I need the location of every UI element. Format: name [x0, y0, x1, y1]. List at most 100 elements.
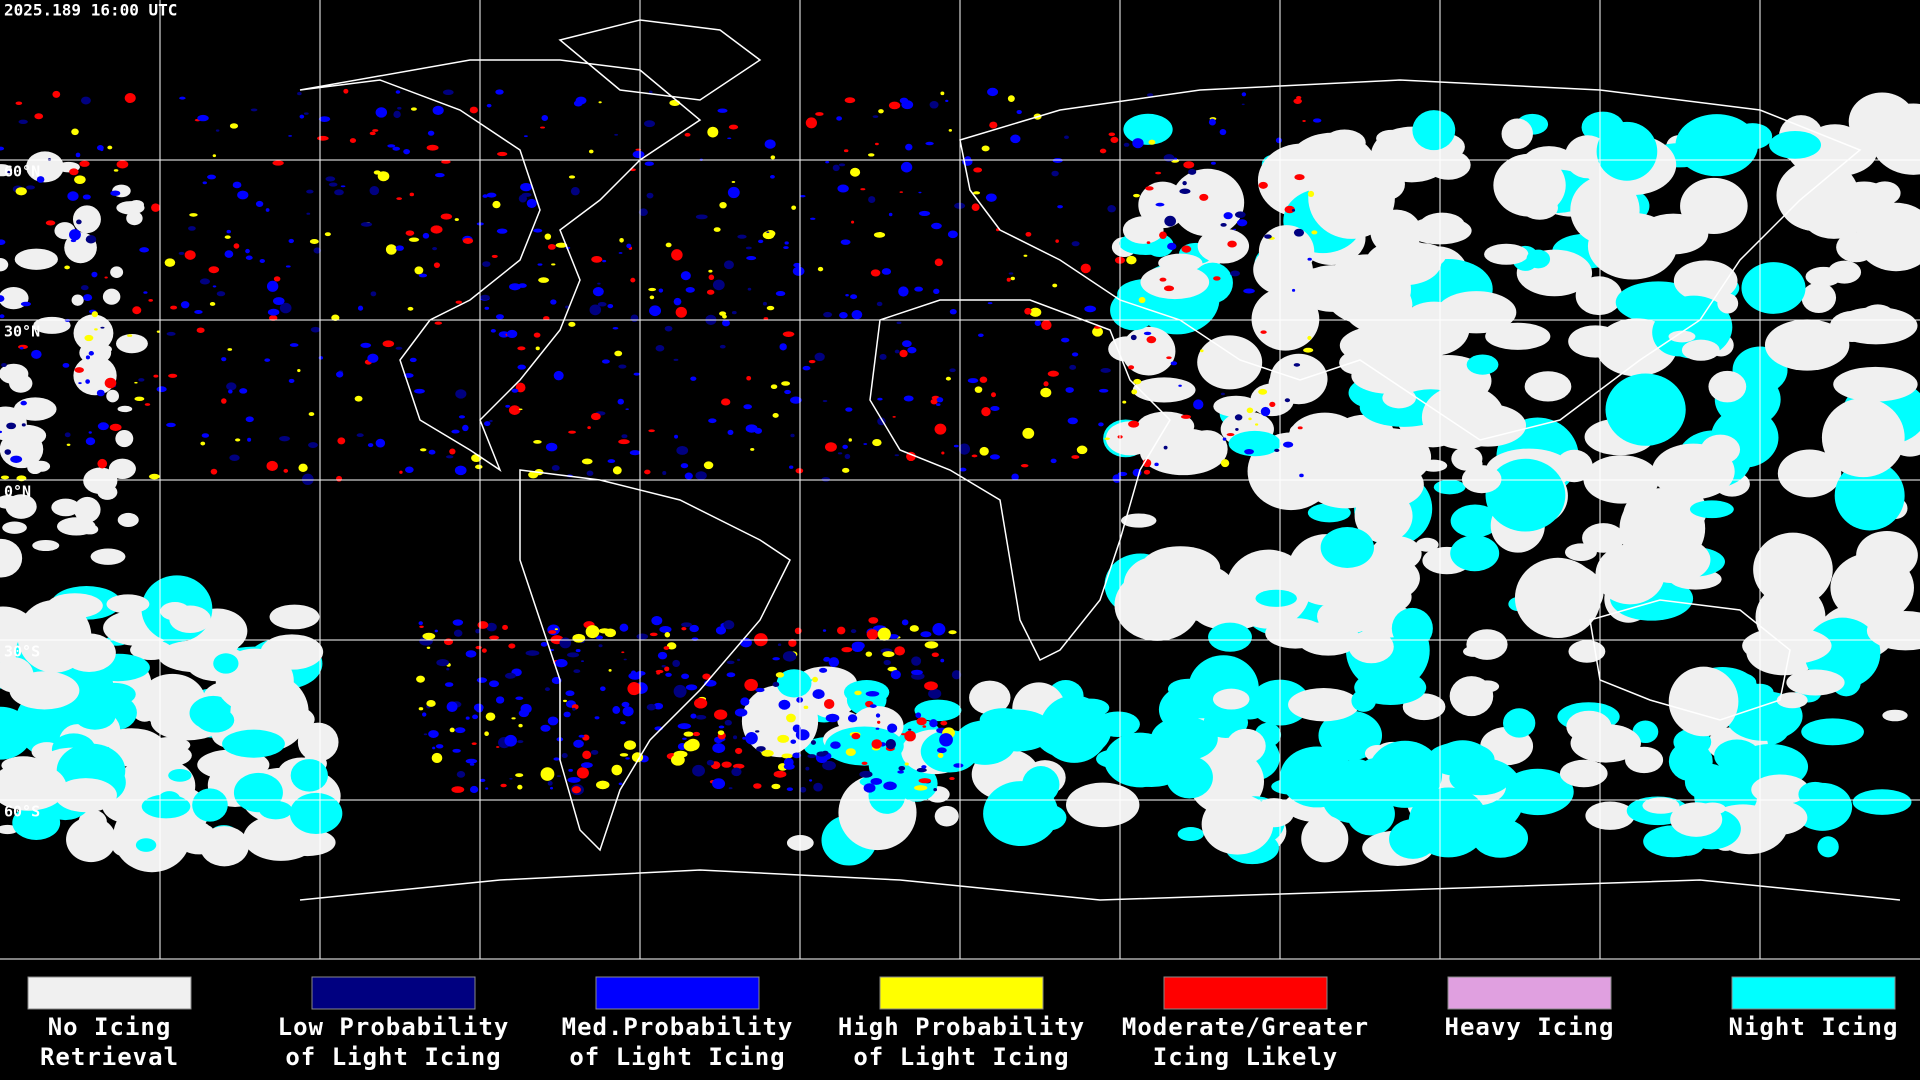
cloud-patch — [266, 280, 279, 292]
cloud-patch — [865, 651, 873, 657]
cloud-patch — [472, 714, 479, 720]
cloud-patch — [934, 258, 943, 267]
cloud-patch — [148, 473, 160, 480]
cloud-patch — [620, 721, 626, 725]
cloud-patch — [1164, 215, 1177, 227]
cloud-patch — [1434, 213, 1458, 236]
cloud-patch — [518, 709, 530, 718]
cloud-patch — [416, 675, 425, 683]
cloud-patch — [449, 448, 456, 455]
cloud-patch — [1260, 406, 1271, 417]
cloud-patch — [863, 783, 876, 793]
cloud-patch — [568, 321, 576, 327]
cloud-patch — [719, 311, 727, 316]
cloud-patch — [113, 169, 119, 172]
cloud-patch — [395, 90, 401, 94]
cloud-patch — [540, 767, 555, 781]
latitude-label: 0°N — [4, 483, 31, 501]
cloud-patch — [495, 89, 504, 95]
cloud-patch — [644, 469, 651, 475]
cloud-patch — [1419, 459, 1448, 472]
cloud-patch — [674, 434, 679, 439]
cloud-patch — [1067, 417, 1078, 425]
cloud-patch — [1093, 326, 1101, 329]
cloud-patch — [144, 403, 151, 406]
cloud-patch — [1466, 354, 1499, 375]
cloud-patch — [110, 190, 121, 196]
cloud-patch — [1718, 746, 1762, 782]
cloud-patch — [533, 332, 541, 338]
cloud-patch — [289, 792, 343, 835]
cloud-patch — [618, 439, 630, 445]
cloud-patch — [694, 697, 708, 709]
cloud-patch — [1244, 448, 1254, 455]
cloud-patch — [369, 186, 380, 196]
cloud-patch — [940, 720, 948, 726]
cloud-patch — [1241, 103, 1245, 106]
cloud-patch — [682, 737, 687, 740]
cloud-patch — [580, 762, 593, 768]
cloud-patch — [1421, 385, 1505, 450]
cloud-patch — [673, 684, 687, 698]
cloud-patch — [680, 271, 691, 281]
cloud-patch — [31, 349, 42, 359]
cloud-patch — [202, 181, 207, 185]
cloud-patch — [126, 211, 143, 226]
cloud-patch — [1288, 687, 1360, 722]
cloud-patch — [840, 239, 851, 245]
cloud-patch — [1293, 98, 1302, 104]
cloud-patch — [1268, 366, 1309, 402]
cloud-patch — [987, 87, 999, 97]
cloud-patch — [772, 681, 780, 688]
cloud-patch — [823, 698, 835, 710]
cloud-patch — [306, 212, 311, 215]
cloud-patch — [477, 621, 489, 629]
cloud-patch — [1016, 109, 1022, 115]
cloud-patch — [135, 838, 157, 852]
cloud-patch — [134, 381, 138, 384]
cloud-patch — [1526, 249, 1551, 269]
cloud-patch — [916, 767, 927, 773]
cloud-patch — [1178, 384, 1182, 387]
cloud-patch — [727, 186, 740, 199]
cloud-patch — [102, 288, 121, 305]
cloud-patch — [648, 287, 657, 292]
cloud-patch — [107, 145, 113, 150]
cloud-patch — [1753, 532, 1833, 607]
cloud-patch — [110, 266, 124, 279]
cloud-patch — [395, 245, 404, 251]
cloud-patch — [607, 459, 616, 464]
cloud-patch — [505, 404, 511, 408]
cloud-patch — [233, 184, 238, 188]
cloud-patch — [435, 172, 445, 178]
cloud-patch — [608, 668, 612, 672]
cloud-patch — [727, 429, 734, 436]
cloud-patch — [436, 659, 449, 667]
cloud-patch — [1564, 543, 1597, 561]
cloud-patch — [920, 730, 979, 773]
cloud-patch — [753, 783, 762, 789]
cloud-patch — [632, 150, 645, 159]
cloud-patch — [518, 408, 523, 411]
cloud-patch — [907, 346, 917, 354]
cloud-patch — [1575, 276, 1623, 316]
legend-label: of Light Icing — [853, 1043, 1069, 1071]
cloud-patch — [1861, 304, 1895, 327]
cloud-patch — [722, 314, 727, 319]
cloud-patch — [0, 722, 13, 735]
cloud-patch — [872, 115, 879, 118]
cloud-patch — [224, 250, 234, 258]
cloud-patch — [872, 438, 882, 447]
cloud-patch — [445, 455, 454, 459]
cloud-patch — [799, 194, 806, 198]
cloud-patch — [623, 740, 637, 750]
latitude-label: 30°N — [4, 323, 40, 341]
cloud-patch — [665, 672, 672, 677]
cloud-patch — [1171, 168, 1245, 237]
cloud-patch — [1200, 349, 1204, 353]
cloud-patch — [25, 185, 36, 190]
cloud-patch — [1132, 377, 1196, 403]
cloud-patch — [423, 733, 428, 736]
cloud-patch — [802, 365, 811, 371]
